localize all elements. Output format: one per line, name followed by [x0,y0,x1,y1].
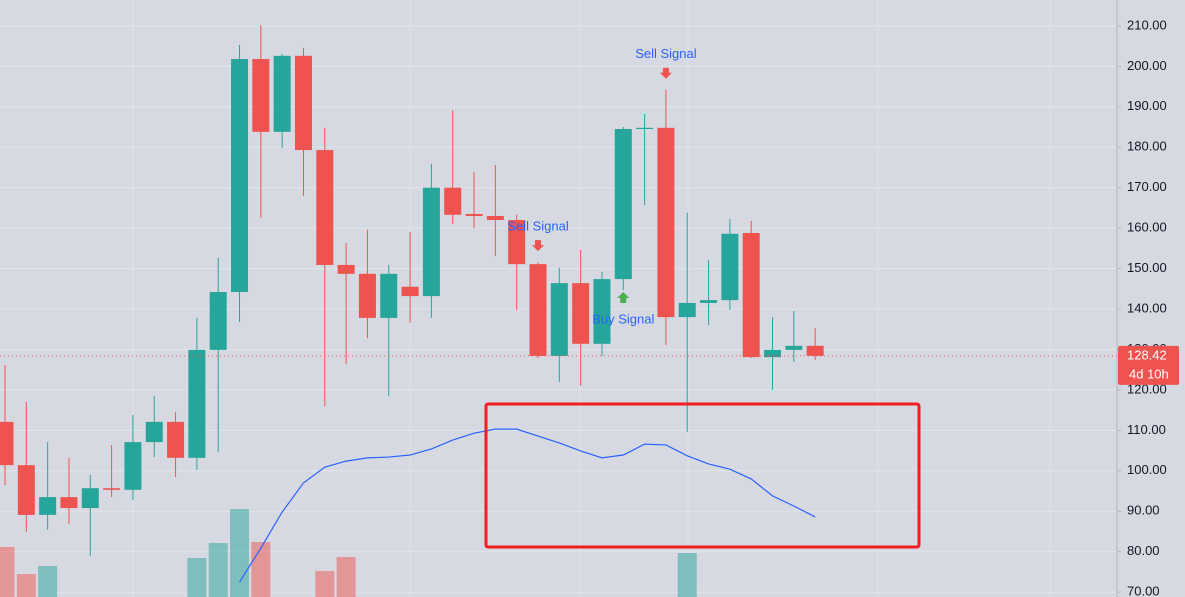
candle-body [294,55,312,151]
signal-label: Sell Signal [635,46,697,61]
candle-body [39,497,57,515]
y-tick-label: 90.00 [1127,503,1160,518]
candle-body [721,233,739,301]
candle-body [593,279,611,344]
candle-body [401,286,419,297]
candle-body [785,345,803,350]
last-price-label: 128.42 [1127,347,1167,362]
candle-body [678,302,696,318]
price-axis: 70.0080.0090.00100.00110.00120.00130.001… [1117,17,1179,597]
candle-body [742,232,760,358]
y-tick-label: 150.00 [1127,260,1167,275]
y-tick-label: 160.00 [1127,220,1167,235]
y-tick-label: 80.00 [1127,543,1160,558]
volume-bar [16,574,36,597]
candle-body [209,292,227,350]
countdown-label: 4d 10h [1129,366,1169,381]
candle-body [444,187,462,215]
candle-body [103,488,121,490]
last-price-box [1118,345,1179,385]
candle-body [252,59,270,132]
candle-body [316,150,334,265]
candle-body [124,442,142,490]
candle-body [764,349,782,358]
plot-area: Sell Signal Buy Signal Sell Signal [0,25,1117,597]
signal-label: Buy Signal [592,311,654,326]
candle-body [60,497,78,509]
candle-body [508,220,526,265]
candle-body [572,283,590,344]
candle-body [636,127,654,130]
volume-bar [187,558,207,597]
candle-body [529,264,547,356]
volume-bar [0,547,15,597]
volume-bar [38,566,58,597]
y-tick-label: 120.00 [1127,381,1167,396]
candle-body [358,273,376,318]
signal-label: Sell Signal [507,219,569,234]
highlight-box [484,402,921,549]
candle-body [167,421,185,458]
moving-average [239,428,816,583]
volume-bar [315,571,335,597]
candle-body [231,59,249,293]
signal-arrow [617,292,630,304]
y-tick-label: 110.00 [1127,422,1166,437]
candle-body [700,300,718,303]
candle-body [188,349,206,458]
volume-bar [251,542,271,597]
candle-body [806,345,824,356]
y-tick-label: 140.00 [1127,300,1167,315]
y-tick-label: 70.00 [1127,584,1160,597]
candle-body [465,213,483,216]
y-tick-label: 100.00 [1127,462,1167,477]
candle-body [550,283,568,356]
y-tick-label: 190.00 [1127,98,1167,113]
volume-bar [208,543,228,597]
candle-body [486,215,504,221]
volume-bar [230,509,250,597]
candle-body [337,264,355,274]
y-tick-label: 200.00 [1127,58,1167,73]
candle-body [17,465,35,515]
candle-body [380,273,398,318]
candle-body [0,421,14,466]
candle-body [614,129,632,280]
volume-bar [677,553,697,597]
candle-body [273,55,291,132]
y-tick-label: 210.00 [1127,17,1167,32]
candle-body [145,421,163,443]
candle-body [657,127,675,318]
volume-bar [336,557,356,597]
candle-body [81,488,99,509]
signal-arrow [532,240,544,252]
y-tick-label: 180.00 [1127,139,1167,154]
candle-body [422,187,440,297]
y-tick-label: 170.00 [1127,179,1167,194]
signal-arrow [659,67,672,79]
